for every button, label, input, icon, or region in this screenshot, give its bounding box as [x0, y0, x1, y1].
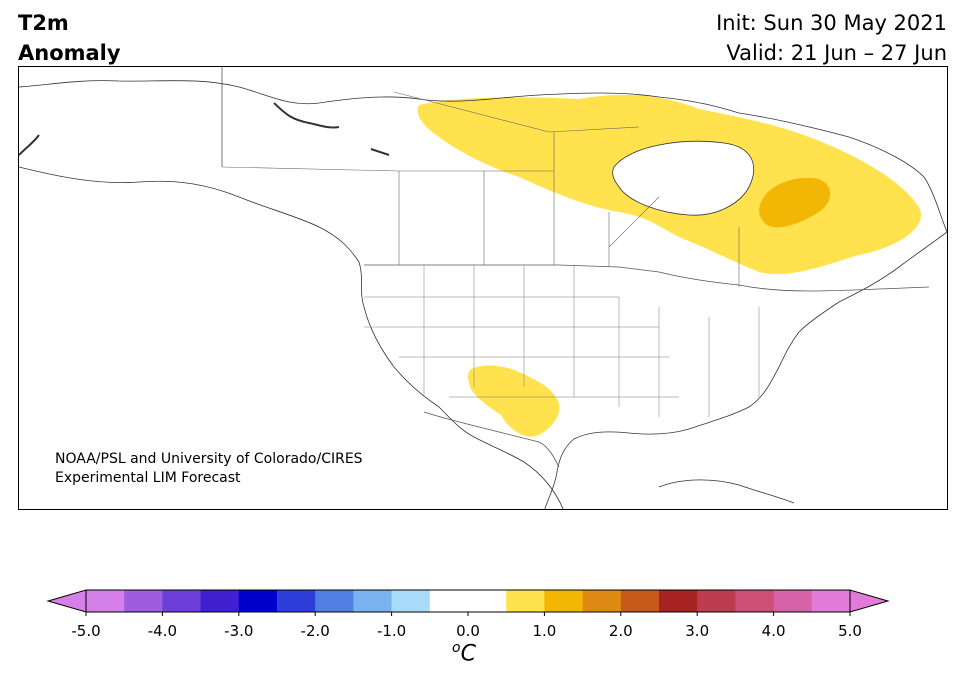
colorbar-tick-label: -5.0 — [71, 622, 100, 640]
title-line-1: T2m — [18, 11, 69, 35]
colorbar-svg: -5.0 -4.0 -3.0 -2.0 -1.0 0.0 1.0 2.0 3.0 4.0 5.0 — [46, 589, 890, 640]
colorbar-segment — [315, 590, 354, 612]
credit-line-2: Experimental LIM Forecast — [55, 470, 241, 486]
map-canvas — [19, 67, 947, 509]
celsius-letter: C — [460, 641, 476, 667]
state-borders — [364, 265, 760, 417]
colorbar-segment — [200, 590, 240, 612]
colorbar-tick-label: 1.0 — [532, 622, 556, 640]
anomaly-core-quebec — [759, 177, 831, 228]
colorbar-tick-label: -1.0 — [377, 622, 406, 640]
map-title: T2m Anomaly — [18, 8, 121, 68]
anomaly-region-southern-plains — [468, 365, 560, 437]
colorbar-under-arrow — [46, 589, 87, 613]
colorbar-segment — [162, 590, 202, 612]
colorbar-segment — [277, 590, 316, 612]
title-line-2: Anomaly — [18, 41, 121, 65]
colorbar-segment — [86, 590, 125, 612]
colorbar-segment — [697, 590, 736, 612]
arctic-rivers — [19, 102, 390, 156]
coastlines — [19, 80, 947, 509]
colorbar-segment — [468, 590, 507, 612]
province-borders — [221, 91, 740, 287]
colorbar-tick-label: -3.0 — [224, 622, 253, 640]
colorbar-segment — [773, 590, 813, 612]
colorbar-tick-label: -2.0 — [301, 622, 330, 640]
colorbar-tick-label: 0.0 — [456, 622, 480, 640]
colorbar-segment — [506, 590, 545, 612]
colorbar-segment — [353, 590, 393, 612]
degree-symbol: o — [452, 640, 461, 656]
init-date: Init: Sun 30 May 2021 — [716, 11, 947, 35]
colorbar-unit: oC — [452, 640, 476, 666]
colorbar-segment — [735, 590, 775, 612]
colorbar-segment — [238, 590, 278, 612]
colorbar-tick-label: -4.0 — [148, 622, 177, 640]
forecast-dates: Init: Sun 30 May 2021 Valid: 21 Jun – 27… — [716, 8, 947, 68]
colorbar-segment — [811, 590, 851, 612]
map-credit: NOAA/PSL and University of Colorado/CIRE… — [55, 450, 363, 488]
valid-date: Valid: 21 Jun – 27 Jun — [726, 41, 947, 65]
colorbar-segment — [620, 590, 660, 612]
colorbar-segment — [391, 590, 431, 612]
colorbar-segment — [124, 590, 163, 612]
colorbar-tick-label: 5.0 — [838, 622, 862, 640]
map-panel: NOAA/PSL and University of Colorado/CIRE… — [18, 66, 948, 510]
hudson-bay-water — [612, 141, 754, 216]
colorbar-segment — [659, 590, 698, 612]
colorbar-tick-label: 3.0 — [685, 622, 709, 640]
colorbar-segment — [544, 590, 584, 612]
colorbar-segment — [429, 590, 469, 612]
colorbar-segment — [582, 590, 622, 612]
colorbar-tick-label: 4.0 — [762, 622, 786, 640]
colorbar-tick-label: 2.0 — [609, 622, 633, 640]
colorbar: -5.0 -4.0 -3.0 -2.0 -1.0 0.0 1.0 2.0 3.0 4.0 5.0 — [0, 580, 959, 680]
colorbar-over-arrow — [849, 589, 890, 613]
credit-line-1: NOAA/PSL and University of Colorado/CIRE… — [55, 451, 363, 467]
